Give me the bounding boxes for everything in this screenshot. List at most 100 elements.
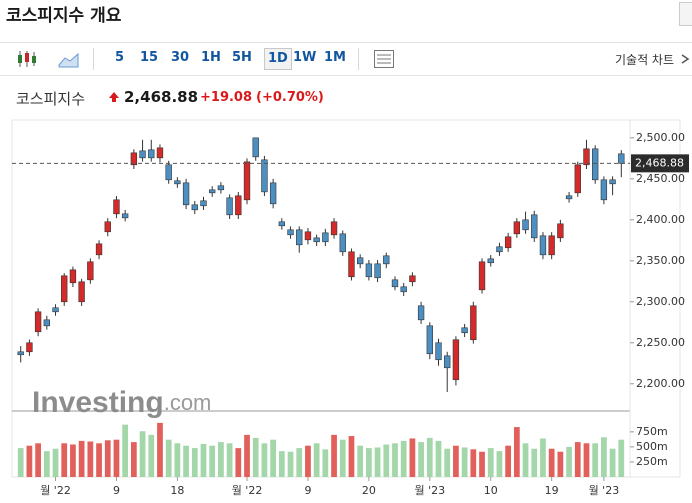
volume-bar	[331, 434, 337, 477]
volume-bar	[296, 448, 303, 477]
watermark-brand: Investing	[32, 386, 164, 419]
candle-body	[513, 221, 521, 235]
volume-bar	[305, 445, 311, 477]
corner-button[interactable]	[679, 2, 692, 26]
interval-button[interactable]: 1D	[264, 48, 292, 70]
volume-bar	[139, 431, 146, 477]
interval-button[interactable]: 5	[115, 50, 125, 65]
volume-bar	[252, 437, 259, 477]
candle-body	[252, 137, 259, 158]
candle-body	[600, 179, 608, 201]
candle-body	[583, 148, 590, 166]
y-tick-label: 2,400.00	[636, 213, 685, 226]
interval-button[interactable]: 1H	[201, 50, 221, 65]
volume-bar	[348, 436, 355, 477]
technical-chart-link[interactable]: 기술적 차트	[614, 53, 674, 67]
candle-body	[182, 182, 190, 206]
volume-bar	[400, 440, 407, 477]
change-percent: (+0.70%)	[256, 90, 324, 105]
x-tick-label: 18	[170, 484, 184, 497]
candle-body	[409, 275, 416, 283]
volume-bar	[505, 445, 512, 477]
candle-body	[209, 189, 216, 194]
y-tick-label: 2,450.00	[636, 172, 685, 185]
candle-body	[426, 325, 433, 355]
watermark: Investing.com	[32, 386, 211, 419]
candle-body	[139, 150, 146, 159]
volume-tick-label: 500m	[636, 440, 668, 453]
candle-body	[296, 229, 303, 246]
candle-body	[104, 221, 111, 233]
x-tick-label: 20	[362, 484, 376, 497]
x-tick-label: 19	[545, 484, 559, 497]
volume-bar	[522, 443, 529, 477]
volume-bar	[322, 449, 329, 477]
volume-bar	[218, 442, 224, 477]
y-tick-label: 2,300.00	[636, 295, 685, 308]
candle-body	[130, 152, 138, 166]
volume-bar	[583, 443, 590, 477]
candle-body	[200, 200, 207, 207]
candle-body	[548, 235, 555, 256]
volume-bar	[444, 448, 451, 477]
separator	[93, 48, 94, 70]
candle-body	[304, 231, 312, 241]
volume-bar	[479, 451, 485, 477]
candle-body	[191, 204, 198, 211]
candle-body	[435, 342, 442, 361]
candle-body	[69, 269, 77, 284]
candle-body	[365, 263, 373, 278]
x-tick-label: 월 '23	[414, 484, 445, 497]
volume-tick-label: 250m	[636, 455, 668, 468]
x-tick-label: 9	[304, 484, 311, 497]
toolbar: 5 15 30 1H 5H 1D 1W 1M 기술적 차트	[0, 42, 692, 76]
watermark-suffix: .com	[164, 390, 212, 415]
volume-bar	[366, 448, 372, 477]
area-icon[interactable]	[58, 50, 80, 68]
volume-bar	[409, 438, 416, 477]
x-tick-label: 10	[484, 484, 498, 497]
interval-button[interactable]: 1M	[324, 50, 346, 65]
volume-bar	[70, 444, 76, 477]
volume-bar	[191, 448, 198, 477]
volume-bar	[313, 443, 320, 477]
interval-button[interactable]: 1W	[293, 50, 317, 65]
up-arrow	[109, 92, 119, 102]
candle-body	[461, 327, 468, 334]
interval-button[interactable]: 15	[140, 50, 159, 65]
candle-body	[417, 305, 425, 321]
volume-bar	[122, 424, 129, 477]
volume-bar	[183, 445, 189, 477]
candle-body	[374, 263, 381, 279]
candle-body	[400, 286, 407, 293]
expand-icon[interactable]	[680, 53, 690, 65]
volume-bar	[461, 447, 468, 477]
volume-bar	[392, 443, 398, 477]
volume-bar	[35, 443, 41, 477]
plot-frame	[11, 119, 681, 478]
volume-bar	[496, 451, 503, 477]
page-title: 코스피지수 개요	[6, 6, 122, 26]
table-icon[interactable]	[373, 49, 395, 69]
candle-body	[156, 147, 164, 159]
candle-icon[interactable]	[16, 49, 38, 69]
x-tick-label: 9	[113, 484, 120, 497]
candle-body	[339, 233, 346, 253]
interval-button[interactable]: 5H	[232, 50, 252, 65]
volume-bar	[226, 443, 233, 477]
candle-body	[391, 279, 399, 288]
change: +19.08	[200, 90, 253, 105]
y-tick-label: 2,200.00	[636, 377, 685, 390]
candle-body	[557, 223, 564, 239]
candle-body	[470, 305, 477, 341]
volume-bar	[157, 422, 163, 477]
candle-body	[121, 213, 129, 219]
volume-bar	[287, 451, 294, 477]
candle-body	[52, 307, 59, 313]
volume-bar	[278, 451, 285, 477]
candle-body	[287, 229, 294, 236]
candle-body	[87, 261, 94, 281]
interval-button[interactable]: 30	[171, 50, 190, 65]
candle-body	[618, 153, 625, 164]
